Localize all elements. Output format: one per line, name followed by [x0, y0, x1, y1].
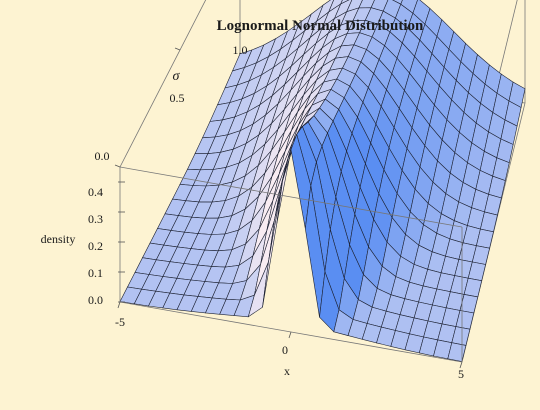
z-tick-label: 0.0: [88, 293, 103, 307]
z-axis-label: density: [41, 232, 76, 246]
y-tick-label: 0.0: [95, 149, 110, 163]
chart-title: Lognormal Normal Distribution: [217, 18, 424, 34]
y-axis-label: σ: [173, 69, 181, 84]
x-tick-label: -5: [115, 315, 125, 329]
axis-ticks: [114, 47, 463, 369]
z-tick-label: 0.4: [88, 185, 103, 199]
x-tick: [288, 331, 292, 339]
box-edge: [119, 166, 463, 228]
y-tick-label: 0.5: [170, 91, 185, 105]
x-tick-label: 0: [282, 343, 288, 357]
y-tick-label: 1.0: [233, 43, 248, 57]
x-tick-label: 5: [458, 367, 464, 381]
y-tick: [114, 164, 121, 168]
x-tick: [459, 361, 463, 369]
x-tick: [117, 301, 121, 309]
surface-patch: [447, 342, 467, 362]
z-tick-label: 0.3: [88, 212, 103, 226]
surface-mesh: [119, 0, 526, 362]
y-tick: [174, 47, 181, 51]
x-axis-label: x: [284, 364, 290, 378]
z-tick-label: 0.1: [88, 266, 103, 280]
z-tick-label: 0.2: [88, 239, 103, 253]
